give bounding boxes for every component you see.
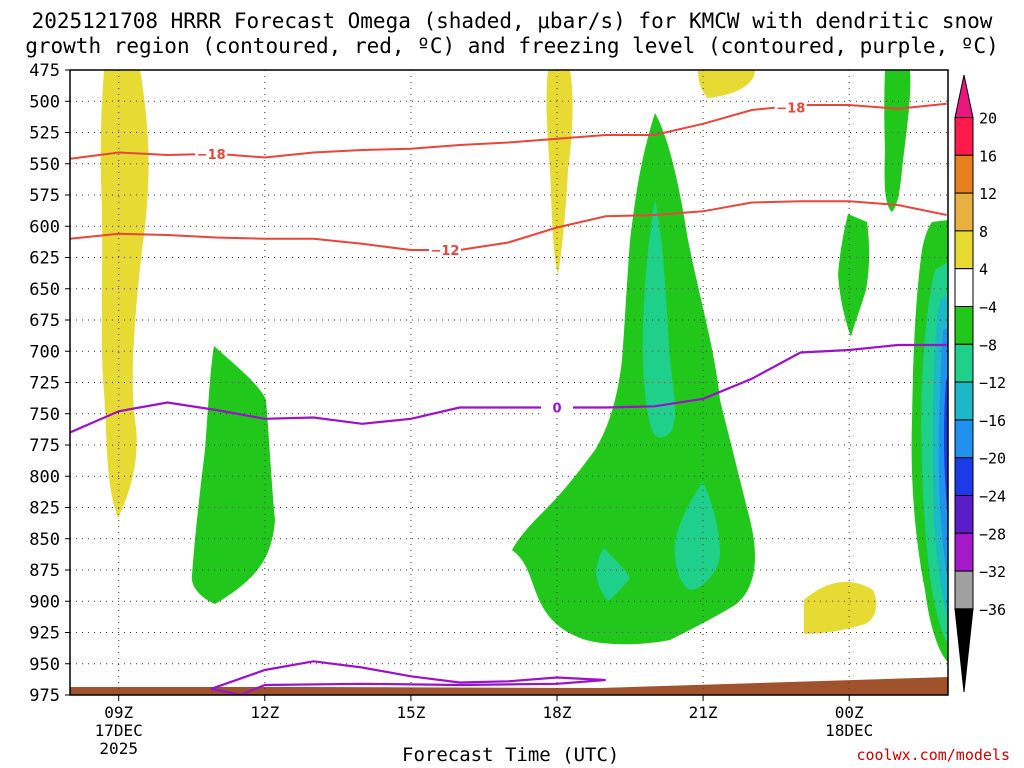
y-tick-label: 675 [29, 311, 60, 331]
contour-label: −18 [776, 102, 805, 117]
x-tick-label: 09Z [104, 703, 133, 722]
colorbar-swatch [954, 306, 974, 345]
colorbar-tick-label: −8 [979, 336, 997, 354]
colorbar-swatch [954, 192, 974, 232]
colorbar-tick-label: −24 [979, 488, 1006, 506]
y-tick-label: 925 [29, 624, 60, 644]
colorbar-tick-label: −32 [979, 563, 1006, 581]
dgz-contour-line [70, 200, 947, 251]
contour-label-bg [774, 99, 807, 115]
omega-positive-area [698, 70, 755, 98]
y-tick-label: 800 [29, 467, 60, 487]
colorbar-tick-label: −16 [979, 412, 1006, 430]
colorbar-tick-label: −36 [979, 601, 1006, 619]
y-tick-label: 600 [29, 217, 60, 237]
y-tick-label: 650 [29, 280, 60, 300]
colorbar-swatch [954, 230, 974, 270]
colorbar-tick-label: −4 [979, 299, 997, 317]
chart-title-line-2: growth region (contoured, red, ºC) and f… [25, 34, 999, 58]
omega-negative-area [838, 214, 870, 337]
y-tick-label: 550 [29, 155, 60, 175]
contour-label: −12 [430, 244, 459, 259]
chart-title-line-1: 2025121708 HRRR Forecast Omega (shaded, … [31, 9, 993, 33]
colorbar-swatch [954, 419, 974, 459]
y-tick-label: 725 [29, 374, 60, 394]
colorbar-tick-label: 20 [979, 110, 997, 128]
x-tick-label: 12Z [250, 703, 279, 722]
y-tick-label: 950 [29, 655, 60, 675]
omega-negative-strong-area [674, 482, 720, 590]
freezing-level-line [70, 343, 947, 434]
y-tick-label: 575 [29, 186, 60, 206]
colorbar-swatch [954, 495, 974, 534]
y-tick-label: 825 [29, 499, 60, 519]
freezing-level-line [210, 660, 606, 695]
x-tick-label: 15Z [396, 703, 425, 722]
y-tick-label: 525 [29, 124, 60, 144]
colorbar: 20 16 12 8 4 −4 −8 −12 −16 −20 −24 −28 −32 −36 [954, 74, 1006, 693]
colorbar-bottom-arrow [954, 608, 974, 693]
colorbar-tick-label: −20 [979, 450, 1006, 468]
x-axis-label: Forecast Time (UTC) [402, 744, 620, 766]
x-tick-year-label: 2025 [99, 739, 138, 758]
omega-positive-area [546, 70, 573, 275]
colorbar-swatch [954, 343, 974, 383]
colorbar-tick-label: 12 [979, 185, 997, 203]
colorbar-swatch [954, 457, 974, 497]
colorbar-tick-label: −12 [979, 374, 1006, 392]
contour-label-layer: −18 −18 −12 0 [195, 99, 807, 417]
omega-negative-area [191, 346, 275, 604]
omega-negative-strong-area [596, 548, 630, 601]
x-tick-label: 21Z [689, 703, 718, 722]
terrain-ground [70, 677, 948, 695]
x-tick-date-label: 17DEC [95, 721, 143, 740]
y-axis: 475 500 525 550 575 600 625 650 675 700 725 750 775 8… [29, 61, 70, 706]
y-tick-label: 625 [29, 249, 60, 269]
credit-text: coolwx.com/models [856, 746, 1010, 764]
omega-positive-area [100, 70, 149, 518]
colorbar-swatch [954, 154, 974, 194]
contour-label: −18 [197, 148, 226, 163]
colorbar-swatch [954, 570, 974, 610]
omega-positive-area [804, 581, 877, 634]
y-tick-label: 475 [29, 61, 60, 81]
colorbar-tick-label: −28 [979, 525, 1006, 543]
y-tick-label: 750 [29, 405, 60, 425]
colorbar-tick-label: 4 [979, 261, 988, 279]
contour-label: 0 [552, 402, 561, 417]
colorbar-swatch [954, 117, 974, 156]
y-tick-label: 900 [29, 592, 60, 612]
colorbar-swatch [954, 532, 974, 572]
contour-label-bg [541, 399, 573, 415]
omega-negative-area [512, 113, 755, 645]
contour-label-bg [195, 145, 228, 161]
colorbar-tick-label: 8 [979, 223, 988, 241]
contour-label-bg [428, 242, 461, 257]
x-tick-date-label: 18DEC [825, 721, 873, 740]
y-tick-label: 875 [29, 561, 60, 581]
y-tick-label: 850 [29, 530, 60, 550]
colorbar-tick-label: 16 [979, 147, 997, 165]
y-tick-label: 700 [29, 342, 60, 362]
omega-negative-area [884, 70, 911, 212]
y-tick-label: 975 [29, 686, 60, 706]
colorbar-swatch [954, 381, 974, 421]
omega-shading-layer [70, 70, 948, 695]
y-tick-label: 500 [29, 92, 60, 112]
x-tick-label: 18Z [543, 703, 572, 722]
omega-negative-strong-area [642, 200, 676, 438]
colorbar-swatch [954, 268, 974, 308]
y-tick-label: 775 [29, 436, 60, 456]
x-tick-label: 00Z [835, 703, 864, 722]
colorbar-top-arrow [954, 74, 974, 118]
